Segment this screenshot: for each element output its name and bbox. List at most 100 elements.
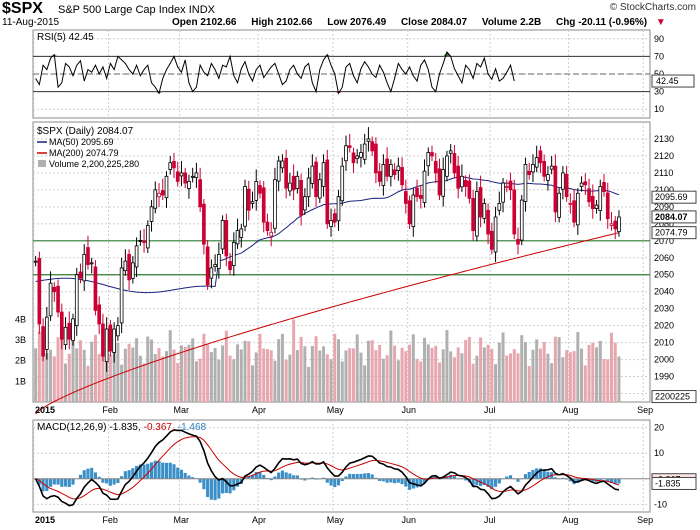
candle-body xyxy=(269,231,274,237)
volume-bar xyxy=(520,335,524,402)
close-label: Close xyxy=(400,17,429,28)
macd-histogram-bar xyxy=(538,468,543,479)
volume-bar xyxy=(284,359,288,402)
volume-bar xyxy=(161,356,165,402)
macd-histogram-bar xyxy=(273,476,277,479)
volume-bar xyxy=(430,347,434,402)
candle-body xyxy=(104,328,109,363)
macd-histogram-bar xyxy=(78,474,83,479)
volume-bar xyxy=(262,348,266,402)
volume-bar xyxy=(265,349,269,402)
macd-histogram-bar xyxy=(363,473,367,479)
candle-body xyxy=(340,165,345,202)
macd-histogram-bar xyxy=(49,478,53,487)
candle-body xyxy=(153,189,158,209)
macd-histogram-bar xyxy=(359,473,363,479)
macd-histogram-bar xyxy=(609,478,614,483)
volume-bar xyxy=(572,351,576,402)
candle-body xyxy=(41,326,45,357)
candle-body xyxy=(190,175,195,178)
volume-bar xyxy=(595,347,599,402)
macd-histogram-bar xyxy=(404,478,408,487)
volume-bar xyxy=(157,347,161,402)
ma200-legend-label: MA(200) 2074.79 xyxy=(49,148,119,158)
volume-bar xyxy=(419,361,423,402)
volume-bar xyxy=(179,345,183,402)
volume-bar xyxy=(449,351,453,402)
volume-bar xyxy=(78,340,82,402)
candle-body xyxy=(273,179,277,229)
volume-last-value-box xyxy=(651,390,697,404)
volume-bar xyxy=(191,338,195,402)
volume-label: Volume xyxy=(481,17,518,28)
volume-bar xyxy=(445,330,449,402)
volume-bar xyxy=(617,356,621,402)
macd-histogram-bar xyxy=(67,478,71,487)
volume-bar xyxy=(224,330,228,402)
volume-bar xyxy=(146,336,150,402)
volume-bar xyxy=(142,363,146,402)
candle-body xyxy=(501,182,505,203)
macd-histogram-bar xyxy=(221,478,225,494)
candle-body xyxy=(63,326,68,346)
candle-body xyxy=(411,194,416,227)
macd-histogram-bar xyxy=(351,474,356,479)
volume-bar xyxy=(452,357,456,402)
volume-bar xyxy=(565,350,569,402)
price-tick-label: 2020 xyxy=(654,321,674,331)
candle-body xyxy=(149,206,154,222)
volume-bar xyxy=(273,360,277,402)
macd-x-tick-label: Aug xyxy=(562,515,578,525)
price-x-tick-label: Jul xyxy=(484,405,496,415)
volume-bar xyxy=(254,352,258,402)
candle-body xyxy=(258,185,262,194)
candle-body xyxy=(366,138,371,142)
volume-bar xyxy=(494,364,498,402)
candle-body xyxy=(325,159,330,225)
volume-bar xyxy=(366,340,370,402)
price-tick-label: 2000 xyxy=(654,355,674,365)
candle-body xyxy=(231,242,236,266)
macd-histogram-bar xyxy=(378,478,382,481)
candle-body xyxy=(362,143,367,160)
price-x-tick-label: Jun xyxy=(402,405,417,415)
macd-histogram-bar xyxy=(161,462,165,479)
index-full-name: S&P 500 Large Cap Index xyxy=(58,4,186,16)
volume-bar xyxy=(232,359,236,402)
macd-histogram-bar xyxy=(217,478,221,499)
candle-body xyxy=(220,220,225,250)
macd-x-tick-label: Apr xyxy=(252,515,266,525)
candle-body xyxy=(467,180,472,199)
volume-bar xyxy=(194,361,198,402)
volume-bar xyxy=(587,344,591,402)
candle-body xyxy=(504,186,509,188)
volume-bar xyxy=(557,337,561,402)
price-x-tick-label: Sep xyxy=(637,405,653,415)
volume-bar xyxy=(538,348,542,402)
macd-histogram-bar xyxy=(591,478,595,482)
volume-bar xyxy=(153,354,157,402)
macd-histogram-bar xyxy=(164,462,169,479)
volume-bar xyxy=(598,340,602,402)
candle-body xyxy=(336,196,341,222)
candle-body xyxy=(202,203,206,245)
macd-histogram-bar xyxy=(116,478,120,484)
rsi-line xyxy=(35,50,515,95)
candle-body xyxy=(213,264,217,267)
open-quote: Open 2102.66 xyxy=(172,17,243,28)
macd-histogram-bar xyxy=(370,474,374,479)
rsi-extreme-fill xyxy=(54,54,59,57)
volume-bar xyxy=(75,348,79,402)
macd-last-value-box xyxy=(651,476,697,490)
low-label: Low xyxy=(327,17,348,28)
macd-histogram-bar xyxy=(527,471,531,479)
close-quote: Close 2084.07 xyxy=(401,17,473,28)
price-tick-label: 2070 xyxy=(654,236,674,246)
open-value: 2102.66 xyxy=(200,17,237,28)
volume-bar xyxy=(288,354,292,402)
macd-histogram-bar xyxy=(482,478,486,485)
ma50-legend-label: MA(50) 2095.69 xyxy=(49,137,114,147)
candle-body xyxy=(564,173,569,198)
volume-bar xyxy=(292,319,296,402)
